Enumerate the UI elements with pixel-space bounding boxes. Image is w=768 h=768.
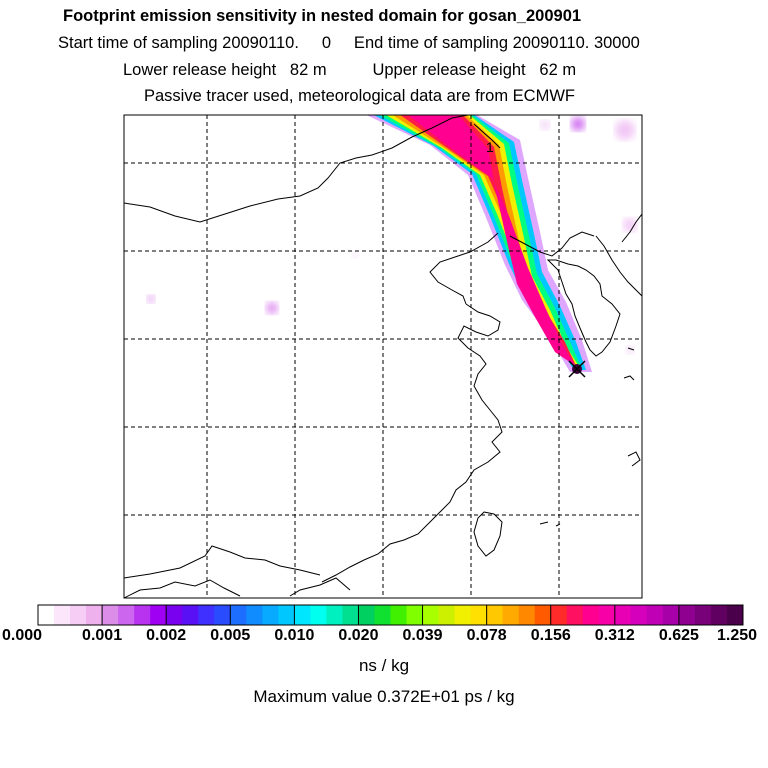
colorbar-cell <box>390 605 408 625</box>
footprint-map: 1 <box>123 114 643 599</box>
colorbar-cell <box>518 605 536 625</box>
colorbar-cell <box>54 605 71 625</box>
sensitivity-spot <box>623 218 637 232</box>
colorbar-cell <box>214 605 231 625</box>
colorbar-cell <box>550 605 568 625</box>
colorbar-units: ns / kg <box>358 656 410 675</box>
sensitivity-spot <box>147 295 155 303</box>
colorbar-cell <box>310 605 327 625</box>
colorbar-cell <box>534 605 552 625</box>
maximum-value: Maximum value 0.372E+01 ps / kg <box>253 687 515 706</box>
colorbar-cell <box>358 605 375 625</box>
coastlines-borders <box>124 115 642 598</box>
colorbar-cell <box>614 605 632 625</box>
colorbar-cell <box>198 605 215 625</box>
colorbar-cell <box>726 605 744 625</box>
sensitivity-spot <box>266 302 278 314</box>
colorbar-cell <box>86 605 103 625</box>
colorbar-cell <box>566 605 584 625</box>
colorbar-tick-label: 0.312 <box>594 627 635 644</box>
colorbar-cell <box>38 605 55 625</box>
colorbar-cell <box>582 605 600 625</box>
colorbar-cell <box>470 605 488 625</box>
colorbar-cell <box>646 605 664 625</box>
colorbar-cell <box>454 605 472 625</box>
sampling-time-line: Start time of sampling 20090110. 0 End t… <box>58 34 640 52</box>
colorbar-tick-label: 0.156 <box>530 627 571 644</box>
lat-lon-grid <box>124 115 642 598</box>
sensitivity-spot <box>540 120 550 130</box>
colorbar-cell <box>502 605 520 625</box>
plume-label: 1 <box>486 139 494 155</box>
plot-title: Footprint emission sensitivity in nested… <box>63 7 582 25</box>
colorbar-cell <box>102 605 119 625</box>
colorbar-cell <box>182 605 199 625</box>
colorbar-cell <box>166 605 183 625</box>
colorbar-cell <box>422 605 440 625</box>
colorbar-tick-label: 0.005 <box>210 627 251 644</box>
tracer-info-line: Passive tracer used, meteorological data… <box>144 87 575 105</box>
colorbar-cell <box>134 605 151 625</box>
colorbar-frame <box>37 604 744 626</box>
colorbar-cell <box>406 605 424 625</box>
colorbar-cell <box>710 605 728 625</box>
map-frame <box>123 114 643 599</box>
colorbar-cell <box>598 605 616 625</box>
colorbar-cell <box>246 605 263 625</box>
colorbar-cell <box>294 605 311 625</box>
colorbar-tick-label: 0.010 <box>274 627 315 644</box>
colorbar-tick-label: 0.039 <box>402 627 443 644</box>
colorbar-cell <box>262 605 279 625</box>
sensitivity-spot <box>352 252 358 258</box>
colorbar-cell <box>326 605 343 625</box>
footprint-plume <box>147 115 637 372</box>
colorbar-tick-label: 0.000 <box>1 627 43 644</box>
colorbar <box>37 604 744 626</box>
colorbar-cell <box>630 605 648 625</box>
colorbar-cell <box>118 605 135 625</box>
receptor-marker <box>568 360 586 378</box>
colorbar-cell <box>374 605 391 625</box>
sensitivity-spot <box>615 120 635 140</box>
colorbar-cell <box>70 605 87 625</box>
colorbar-tick-label: 0.625 <box>658 627 699 644</box>
colorbar-cell <box>150 605 167 625</box>
colorbar-cell <box>486 605 504 625</box>
sensitivity-spot <box>571 117 585 131</box>
colorbar-tick-label: 0.078 <box>466 627 507 644</box>
colorbar-cell <box>694 605 712 625</box>
colorbar-tick-label: 1.250 <box>716 627 758 644</box>
colorbar-cell <box>438 605 456 625</box>
colorbar-cell <box>230 605 247 625</box>
colorbar-tick-label: 0.001 <box>82 627 123 644</box>
colorbar-tick-label: 0.020 <box>338 627 379 644</box>
release-height-line: Lower release height 82 m Upper release … <box>123 61 577 79</box>
colorbar-tick-label: 0.002 <box>146 627 187 644</box>
colorbar-cell <box>662 605 680 625</box>
colorbar-cell <box>278 605 295 625</box>
colorbar-cell <box>678 605 696 625</box>
colorbar-cell <box>342 605 359 625</box>
